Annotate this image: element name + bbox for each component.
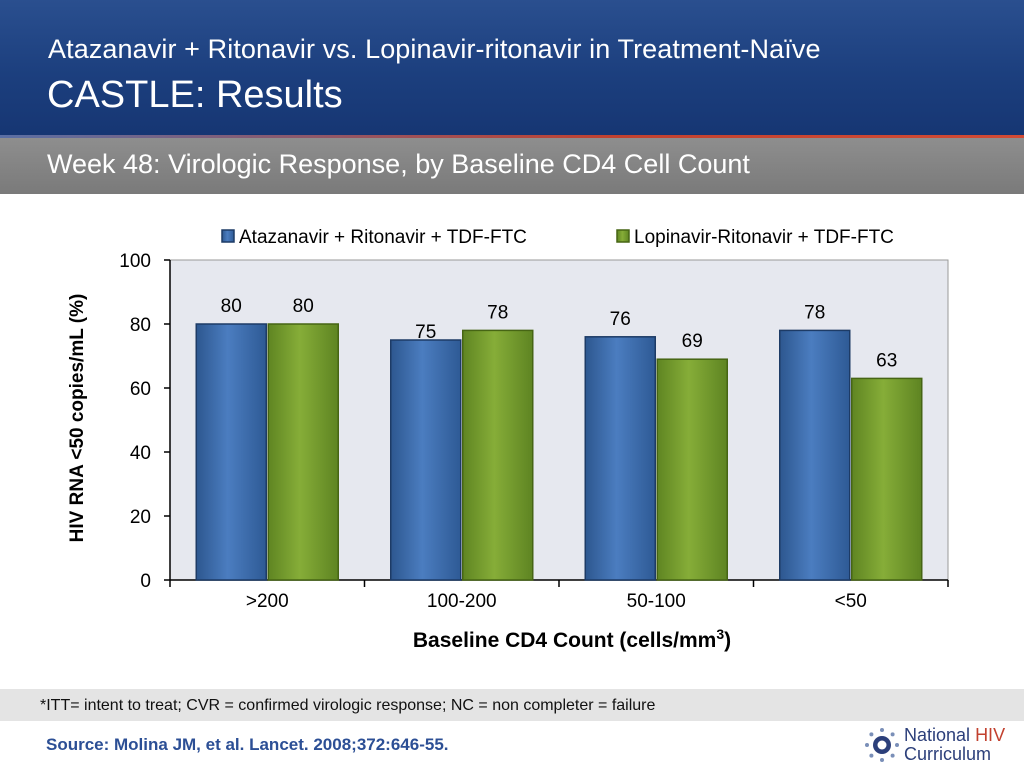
bar-lopinavir <box>462 329 534 581</box>
logo-text-line1: National HIV <box>904 726 1005 744</box>
section-heading: Week 48: Virologic Response, by Baseline… <box>47 149 750 179</box>
legend-swatch-atazanavir <box>221 229 235 243</box>
bar-lopinavir <box>656 358 728 581</box>
data-label-atazanavir: 76 <box>610 309 631 330</box>
header-divider <box>0 135 1024 138</box>
data-label-atazanavir: 75 <box>415 322 436 343</box>
bar-lopinavir <box>267 323 339 581</box>
slide-title: CASTLE: Results <box>47 74 343 116</box>
y-tick-label: 0 <box>140 571 151 592</box>
y-tick-label: 80 <box>130 315 151 336</box>
data-label-atazanavir: 80 <box>221 296 242 317</box>
slide-subtitle: Atazanavir + Ritonavir vs. Lopinavir-rit… <box>48 34 821 64</box>
footnote: *ITT= intent to treat; CVR = confirmed v… <box>40 697 656 714</box>
bar-atazanavir <box>584 336 656 581</box>
x-tick-label: 100-200 <box>427 591 497 612</box>
bar-atazanavir <box>779 329 851 581</box>
x-tick-label: 50-100 <box>627 591 686 612</box>
bar-atazanavir <box>390 339 462 581</box>
source-citation: Source: Molina JM, et al. Lancet. 2008;3… <box>46 735 449 754</box>
y-axis-title: HIV RNA <50 copies/mL (%) <box>67 294 88 543</box>
header-banner <box>0 0 1024 135</box>
bar-chart: 0 20 40 60 80 100 >200 100-200 50-100 <50 80 80 75 78… <box>67 227 949 652</box>
section-band <box>0 138 1024 194</box>
data-label-lopinavir: 69 <box>682 331 703 352</box>
logo-word-hiv: HIV <box>975 725 1006 745</box>
y-tick-label: 40 <box>130 443 151 464</box>
y-tick-label: 100 <box>119 251 151 272</box>
logo-emblem-icon <box>865 728 899 762</box>
legend-label-atazanavir: Atazanavir + Ritonavir + TDF-FTC <box>239 227 527 248</box>
footnote-band <box>0 689 1024 721</box>
national-hiv-curriculum-logo: National HIV Curriculum <box>864 725 1024 765</box>
bar-atazanavir <box>195 323 267 581</box>
y-tick-label: 60 <box>130 379 151 400</box>
data-label-lopinavir: 80 <box>293 296 314 317</box>
data-label-lopinavir: 63 <box>876 350 897 371</box>
data-label-atazanavir: 78 <box>804 302 825 323</box>
x-tick-label: >200 <box>246 591 289 612</box>
data-label-lopinavir: 78 <box>487 302 508 323</box>
y-tick-label: 20 <box>130 507 151 528</box>
legend-label-lopinavir: Lopinavir-Ritonavir + TDF-FTC <box>634 227 894 248</box>
x-tick-label: <50 <box>835 591 867 612</box>
bar-lopinavir <box>851 377 923 581</box>
logo-word-national: National <box>904 725 971 745</box>
logo-text-line2: Curriculum <box>904 744 992 764</box>
x-axis-title: Baseline CD4 Count (cells/mm3) <box>413 626 731 652</box>
legend-swatch-lopinavir <box>616 229 630 243</box>
